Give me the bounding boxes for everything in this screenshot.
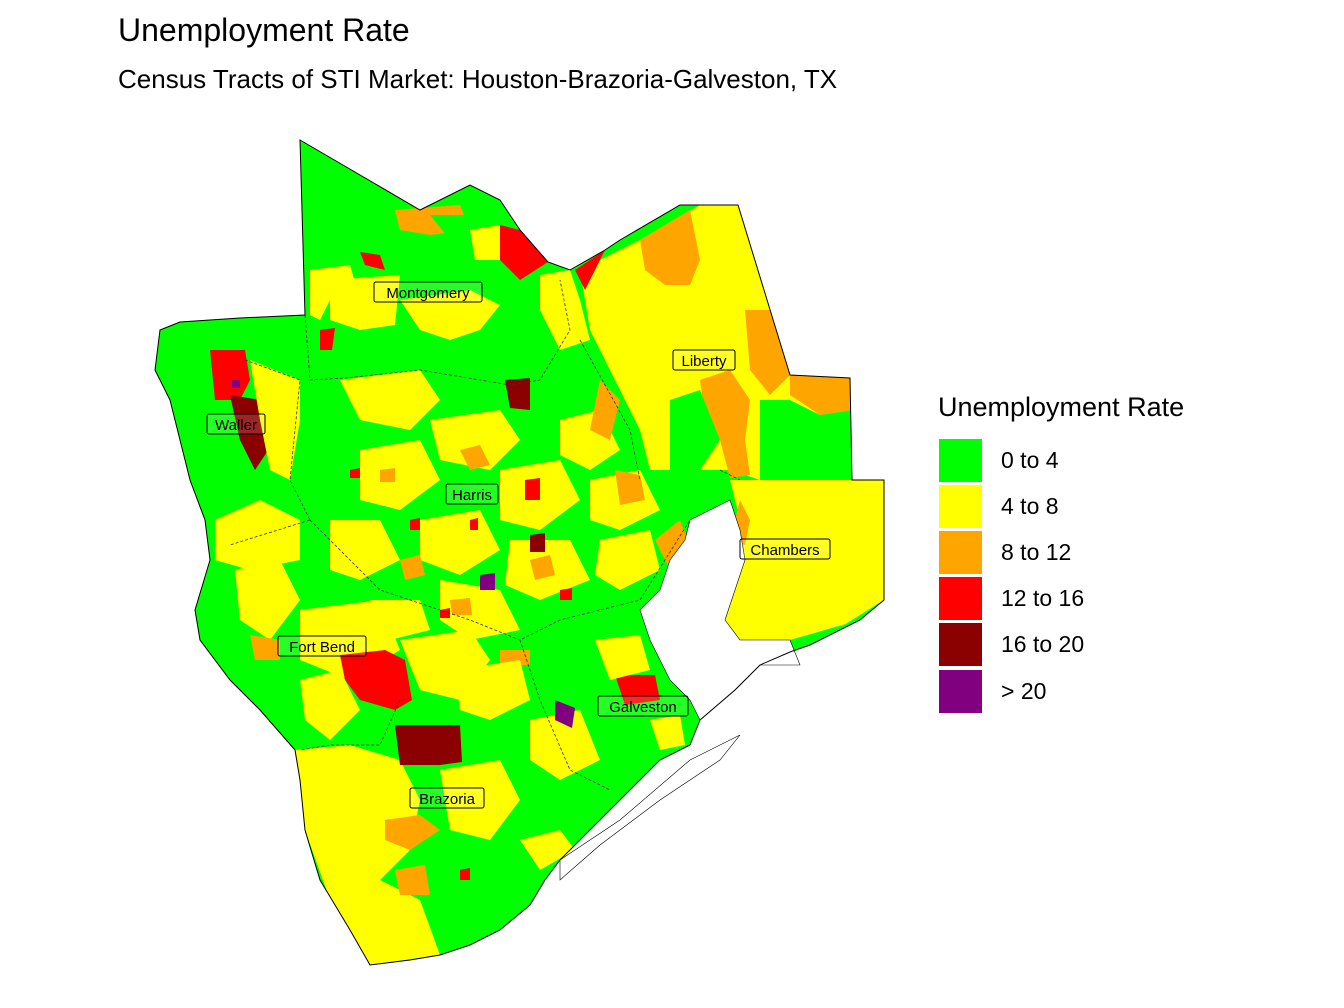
tract-brazoria-yellow-n	[455, 660, 530, 720]
county-label-montgomery: Montgomery	[373, 281, 483, 303]
tract-liberty-green-sw	[670, 390, 720, 470]
tract-mont-red-ne	[500, 225, 548, 280]
legend-swatch	[938, 483, 983, 529]
legend-items: 0 to 4 4 to 8 8 to 12 12 to 16 16 to 20 > 20	[938, 437, 1184, 714]
legend-title: Unemployment Rate	[938, 392, 1185, 422]
market-boundary	[154, 139, 885, 966]
tract-fortbend-orange	[250, 635, 280, 660]
legend-item: > 20	[938, 668, 1184, 714]
map-subtitle: Census Tracts of STI Market: Houston-Bra…	[118, 64, 838, 94]
county-label-fort-bend: Fort Bend	[277, 635, 367, 657]
svg-text:Harris: Harris	[452, 487, 492, 504]
legend-label: 12 to 16	[1001, 585, 1085, 612]
tract-brazoria-orange-w	[385, 815, 440, 850]
tract-mont-yellow-sw	[330, 275, 400, 330]
tract-brazoria-yellow-w	[295, 745, 440, 965]
legend-item: 4 to 8	[938, 483, 1184, 529]
svg-text:Galveston: Galveston	[609, 699, 677, 716]
tract-galveston-yellow	[595, 635, 650, 680]
tract-liberty-orange-mid	[700, 370, 750, 478]
tract-liberty-orange-ne	[790, 375, 852, 415]
tract-chambers	[725, 480, 884, 640]
tract-liberty-green-se	[760, 400, 852, 480]
legend-label: 0 to 4	[1001, 446, 1059, 473]
tract-galveston-red	[615, 675, 660, 705]
county-boundaries	[229, 279, 741, 791]
tract-galveston-yellow-s	[650, 715, 685, 750]
legend-item: 16 to 20	[938, 622, 1184, 668]
tract-waller-purple	[232, 380, 240, 388]
legend-label: 8 to 12	[1001, 538, 1072, 565]
tract-mont-red-s	[320, 328, 335, 350]
county-label-liberty: Liberty	[672, 349, 736, 371]
legend-swatch	[938, 437, 983, 483]
legend-swatch	[938, 622, 983, 668]
tract-liberty-orange-east	[745, 310, 790, 395]
tract-brazoria-yellow-coast	[520, 830, 575, 870]
tract-brazoria-darkred	[395, 725, 462, 765]
tract-waller-yellow	[250, 360, 300, 480]
tract-brazoria-orange-s	[395, 865, 430, 895]
county-label-harris: Harris	[445, 483, 499, 505]
tract-fortbend-yellow-s	[300, 670, 360, 740]
legend-item: 12 to 16	[938, 576, 1184, 622]
tract-harris-core	[330, 370, 690, 665]
tract-fortbend-yellow-w	[235, 560, 300, 640]
county-label-chambers: Chambers	[739, 538, 831, 560]
svg-text:Liberty: Liberty	[681, 353, 727, 370]
county-label-galveston: Galveston	[597, 695, 689, 717]
tract-mont-yellow-n	[470, 225, 500, 260]
tract-fortbend-red	[340, 650, 412, 710]
svg-text:Brazoria: Brazoria	[419, 791, 476, 808]
legend-label: 16 to 20	[1001, 631, 1085, 658]
county-label-waller: Waller	[206, 413, 266, 435]
map-title: Unemployment Rate	[118, 12, 410, 48]
west-bay-water	[559, 734, 741, 881]
tract-brazoria-yellow-c	[440, 760, 520, 840]
svg-text:Montgomery: Montgomery	[386, 285, 470, 302]
svg-text:Chambers: Chambers	[750, 542, 819, 559]
legend: Unemployment Rate 0 to 4 4 to 8 8 to 12 12 …	[938, 392, 1184, 714]
county-label-brazoria: Brazoria	[409, 787, 485, 809]
tract-mont-red-e	[575, 250, 605, 290]
svg-text:Fort Bend: Fort Bend	[289, 639, 355, 656]
legend-item: 8 to 12	[938, 529, 1184, 575]
tract-liberty-orange-north	[640, 210, 700, 285]
tract-brazoria-red	[460, 868, 470, 880]
legend-swatch	[938, 529, 983, 575]
legend-swatch	[938, 576, 983, 622]
tract-brazoria-purple	[555, 700, 575, 728]
legend-item: 0 to 4	[938, 437, 1184, 483]
legend-label: > 20	[1001, 677, 1047, 704]
tract-mont-yellow-e	[540, 270, 590, 350]
svg-text:Waller: Waller	[215, 417, 257, 434]
legend-label: 4 to 8	[1001, 492, 1059, 519]
legend-swatch	[938, 668, 983, 714]
tract-brazoria-yellow-e	[530, 710, 600, 780]
tract-harris-west-yellow	[215, 500, 300, 570]
tract-mont-red-w	[360, 252, 385, 270]
